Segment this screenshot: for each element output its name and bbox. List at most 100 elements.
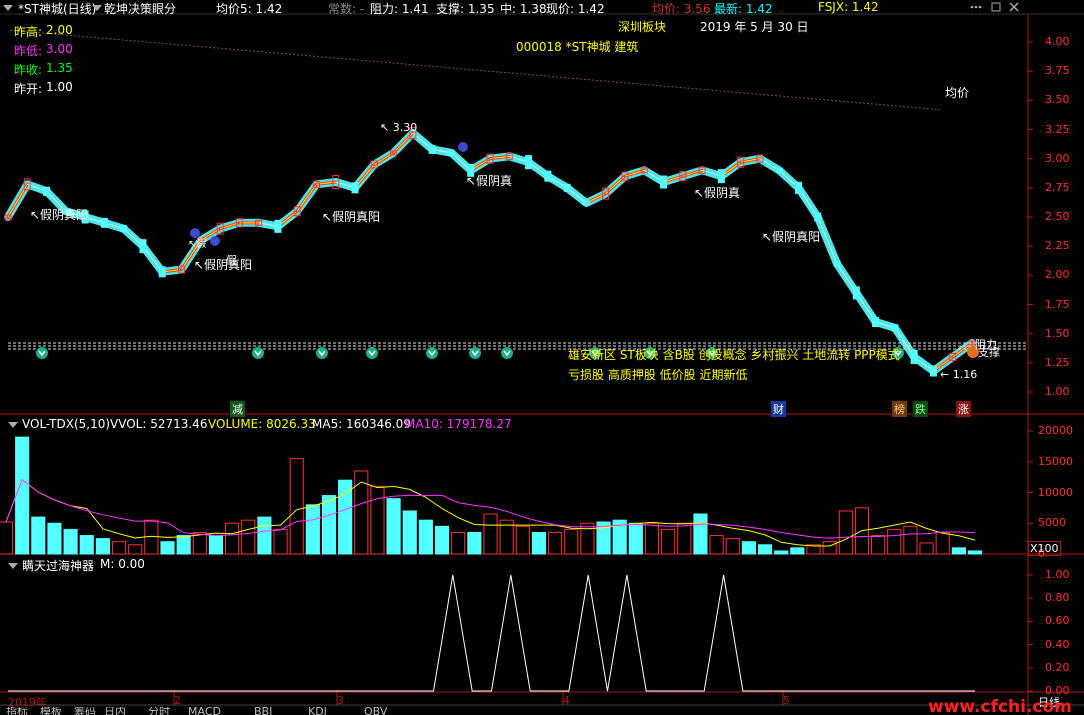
volume-bar <box>612 519 627 555</box>
volume-ma10-line <box>5 478 976 539</box>
volume-bar <box>499 519 514 555</box>
volume-value: VOLUME: 8026.33 <box>208 417 316 431</box>
volume-ma5-line <box>5 478 976 547</box>
month-label-5: 5 <box>783 694 790 707</box>
signal-circle-icon <box>644 347 656 359</box>
volume-tick-label: 10000 <box>1038 485 1073 499</box>
month-label-2: 2 <box>174 694 181 707</box>
volume-bar <box>79 535 94 555</box>
event-fall-badge[interactable]: 跌 <box>913 401 928 417</box>
stock-code-line: 000018 *ST神城 建筑 <box>516 40 639 54</box>
volume-bar <box>257 516 272 555</box>
event-rise-badge[interactable]: 涨 <box>956 401 971 417</box>
price-candle <box>293 206 301 217</box>
price-candle <box>775 167 783 173</box>
signal-title[interactable]: 瞒天过海神器 <box>22 559 95 573</box>
price-tick-label: 1.50 <box>1045 326 1070 340</box>
price-candle <box>312 180 320 188</box>
price-candle <box>139 239 147 254</box>
volume-bar <box>0 521 14 555</box>
menu-icon[interactable] <box>3 1 13 11</box>
marker-circle-icon <box>190 228 200 238</box>
price-candle <box>621 171 629 181</box>
tab-obv[interactable]: OBV <box>364 707 388 715</box>
volume-bar <box>15 436 30 555</box>
price-tick-label: 2.25 <box>1045 239 1070 253</box>
price-tick-label: 1.25 <box>1045 355 1070 369</box>
volume-bar <box>321 495 337 555</box>
volume-bar <box>451 531 466 555</box>
date-label: 2019 年 5 月 30 日 <box>700 20 809 34</box>
signal-tick-label: 1.00 <box>1045 568 1070 581</box>
volume-bar <box>192 531 207 555</box>
volume-ma5: MA5: 160346.09 <box>312 417 411 431</box>
event-finance-badge[interactable]: 财 <box>771 401 786 417</box>
volume-title[interactable]: VOL-TDX(5,10) <box>22 417 111 431</box>
tab-chips[interactable]: 筹码 <box>74 707 96 715</box>
fake-yin-label-4: ↖假阴真 <box>466 174 513 188</box>
volume-bar <box>289 458 304 555</box>
price-tick-label: 2.75 <box>1045 180 1070 194</box>
indicator-name[interactable]: 乾坤决策眼分 <box>104 2 177 16</box>
tab-kdj[interactable]: KDJ <box>308 707 327 715</box>
price-candle <box>929 365 937 377</box>
signal-circle-icon <box>589 347 601 359</box>
price-candle <box>467 163 475 177</box>
event-list-badge[interactable]: 榜 <box>892 401 907 417</box>
concept-tags-line1: 雄安新区 ST板块 含B股 创投概念 乡村振兴 土地流转 PPP模式 <box>568 348 900 362</box>
prev-low-label: 昨低: <box>14 44 43 58</box>
volume-bar <box>741 541 756 555</box>
restore-icon[interactable] <box>990 1 1002 13</box>
settings-icon[interactable] <box>970 1 982 13</box>
close-icon[interactable] <box>1008 1 1020 13</box>
indicator-menu-icon[interactable] <box>92 1 102 11</box>
volume-bar <box>128 544 143 555</box>
volume-bar <box>709 535 724 555</box>
price-candle <box>717 169 725 184</box>
tab-indicator[interactable]: 指标 <box>6 707 28 715</box>
signal-menu-icon[interactable] <box>8 560 18 570</box>
signal-circle-icon <box>892 347 904 359</box>
volume-bar <box>111 541 127 555</box>
signal-chevron-icon <box>646 350 654 357</box>
signal-m-value: M: 0.00 <box>100 557 145 571</box>
tab-timeshare[interactable]: 分时 <box>148 707 170 715</box>
price-candle <box>525 155 533 170</box>
price-segment-core <box>181 240 202 270</box>
price-candle <box>833 260 841 267</box>
volume-tick-label: 20000 <box>1038 424 1073 437</box>
volume-tick-label: 5000 <box>1038 516 1066 530</box>
event-reduce-badge[interactable]: 减 <box>230 401 245 417</box>
price-candle <box>274 219 282 233</box>
volume-bar <box>935 531 950 555</box>
volume-bar <box>757 544 773 555</box>
price-tick-label: 3.75 <box>1045 64 1070 78</box>
tab-template[interactable]: 模板 <box>40 707 62 715</box>
volume-bar <box>370 485 385 555</box>
volume-bar <box>951 547 966 555</box>
signal-circle-icon <box>469 347 481 359</box>
end-marker-icon <box>967 346 979 358</box>
price-candle <box>679 171 687 182</box>
signal-chevron-icon <box>708 350 716 357</box>
tab-intraday[interactable]: 日内 <box>104 707 126 715</box>
volume-bar <box>225 522 240 555</box>
signal-circle-icon <box>706 347 718 359</box>
volume-bar <box>967 550 983 555</box>
signal-tick-label: 0.80 <box>1045 591 1070 605</box>
volume-menu-icon[interactable] <box>8 419 18 429</box>
period-label[interactable]: 日线 <box>1038 696 1060 709</box>
volume-bar <box>273 528 288 555</box>
volume-bar <box>774 550 789 555</box>
price-candle <box>255 219 263 226</box>
signal-chevron-icon <box>254 350 262 357</box>
volume-bar <box>31 516 46 555</box>
price-candle <box>544 170 552 182</box>
volume-bar <box>531 531 547 555</box>
price-candle <box>23 178 31 191</box>
constant-value: 常数: - <box>328 2 365 16</box>
tab-macd[interactable]: MACD <box>188 707 221 715</box>
tab-bbi[interactable]: BBI <box>254 707 273 715</box>
prev-low-value: 3.00 <box>46 42 73 56</box>
